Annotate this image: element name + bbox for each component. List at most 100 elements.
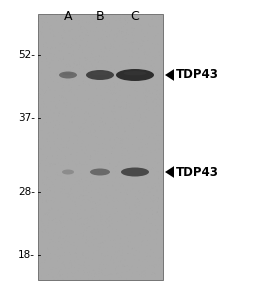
Point (99, 192, 103, 197)
Point (79, 216, 83, 221)
Point (56, 236, 60, 240)
Point (100, 222, 104, 227)
Point (73, 38, 77, 43)
Point (67, 216, 71, 221)
Point (60, 88, 64, 93)
Point (140, 259, 144, 264)
Point (127, 36, 131, 40)
Point (66, 107, 70, 112)
Point (139, 169, 143, 174)
Point (107, 230, 111, 234)
Point (68, 192, 72, 197)
Point (46, 246, 50, 250)
Point (117, 76, 121, 81)
Point (141, 60, 145, 64)
Point (105, 217, 109, 222)
Point (55, 72, 59, 76)
Point (66, 273, 70, 278)
Point (132, 173, 136, 178)
Point (140, 145, 144, 149)
Point (116, 142, 121, 146)
Point (89, 29, 93, 33)
Point (144, 107, 148, 112)
Point (161, 94, 165, 99)
Point (114, 227, 118, 231)
Point (92, 207, 96, 212)
Point (54, 196, 58, 200)
Point (123, 33, 127, 38)
Point (149, 150, 153, 155)
Point (84, 233, 89, 238)
Point (74, 43, 78, 48)
Point (78, 61, 82, 66)
Point (142, 110, 146, 115)
Point (160, 58, 164, 63)
Point (118, 85, 122, 89)
Point (121, 67, 125, 71)
Point (96, 223, 100, 228)
Point (78, 42, 82, 47)
Point (140, 155, 144, 160)
Point (68, 33, 72, 38)
Point (78, 211, 82, 216)
Point (160, 223, 164, 228)
Point (37, 115, 41, 119)
Point (103, 153, 108, 158)
Point (131, 40, 135, 45)
Point (126, 203, 130, 208)
Point (95, 94, 99, 99)
Point (102, 253, 106, 258)
Point (103, 142, 108, 146)
Point (138, 201, 142, 206)
Point (113, 178, 118, 183)
Text: 28-: 28- (18, 187, 35, 197)
Point (148, 111, 152, 116)
Point (95, 13, 99, 18)
Point (157, 75, 161, 80)
Point (97, 209, 101, 214)
Point (38, 117, 42, 121)
Point (87, 83, 91, 88)
Point (51, 79, 56, 84)
Point (85, 15, 89, 20)
Point (55, 219, 59, 224)
Ellipse shape (121, 168, 149, 176)
Point (89, 154, 93, 159)
Point (79, 231, 83, 236)
Point (47, 134, 51, 138)
Point (156, 205, 160, 210)
Point (144, 265, 148, 270)
Point (117, 159, 121, 164)
Point (54, 266, 58, 271)
Point (119, 104, 123, 109)
Point (84, 238, 88, 242)
Point (40, 25, 44, 30)
Point (50, 64, 55, 69)
Point (125, 81, 129, 86)
Point (113, 136, 117, 140)
Point (159, 117, 164, 122)
Point (115, 97, 119, 102)
Point (144, 205, 148, 210)
Point (121, 244, 125, 249)
Point (93, 83, 98, 88)
Point (141, 162, 145, 167)
Point (83, 207, 87, 212)
Point (146, 76, 150, 81)
Point (97, 133, 101, 138)
Point (60, 78, 64, 83)
Point (132, 246, 136, 250)
Point (39, 217, 43, 221)
Point (91, 166, 95, 170)
Point (88, 249, 92, 254)
Point (124, 14, 129, 19)
Polygon shape (165, 166, 174, 178)
Point (41, 127, 45, 132)
Point (103, 273, 107, 278)
Point (82, 197, 86, 202)
Point (56, 131, 60, 136)
Point (39, 128, 43, 133)
Point (47, 46, 51, 50)
Point (95, 263, 99, 267)
Point (124, 260, 128, 264)
